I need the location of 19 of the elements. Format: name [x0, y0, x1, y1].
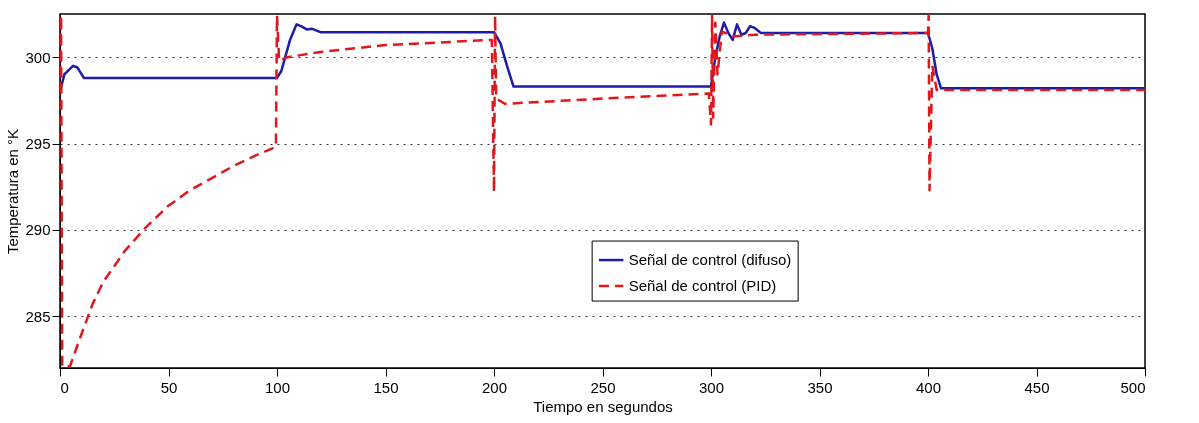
y-tick-label: 290: [25, 221, 51, 239]
x-axis-title: Tiempo en segundos: [533, 397, 673, 415]
x-tick-label: 450: [1024, 378, 1050, 396]
x-tick-label: 300: [698, 378, 725, 396]
x-tick-label: 150: [373, 378, 399, 396]
legend-label: Señal de control (PID): [628, 277, 777, 295]
x-tick-label: 100: [264, 378, 291, 396]
x-tick-label: 200: [481, 378, 508, 396]
x-tick-label: 400: [915, 378, 942, 396]
y-tick-label: 300: [25, 48, 51, 66]
x-tick-label: 0: [60, 378, 69, 396]
x-tick-label: 50: [160, 378, 178, 396]
x-tick-label: 250: [590, 378, 616, 396]
y-axis-title: Temperatura en °K: [4, 128, 22, 255]
y-tick-label: 295: [25, 135, 51, 153]
x-tick-label: 500: [1120, 378, 1146, 396]
x-tick-label: 350: [807, 378, 833, 396]
y-tick-label: 285: [25, 307, 51, 325]
legend-label: Señal de control (difuso): [628, 251, 792, 269]
